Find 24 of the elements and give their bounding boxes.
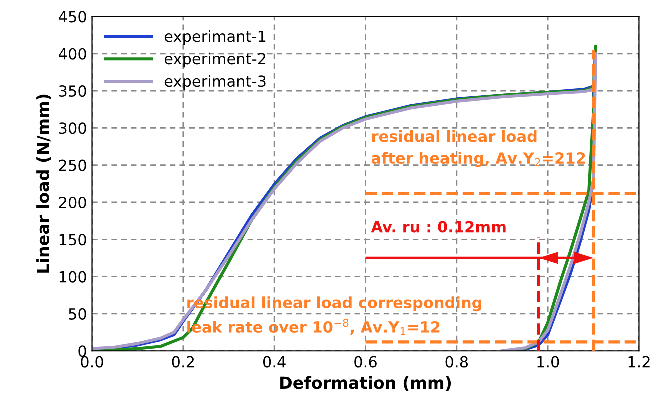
y-tick-label: 50: [69, 308, 86, 320]
x-tick-label: 1.0: [538, 356, 560, 368]
y-tick-label: 400: [58, 48, 86, 60]
x-tick-label: 0.8: [446, 356, 468, 368]
annotation: residual linear load after heating, Av.Y$_{2}$=212: [372, 130, 586, 168]
y-tick-label: 0: [78, 346, 86, 358]
x-tick-label: 1.2: [628, 356, 650, 368]
x-tick-label: 0.6: [354, 356, 377, 368]
y-tick-label: 300: [59, 122, 86, 134]
x-tick-label: 0.4: [263, 356, 286, 368]
legend-label: experiment-2: [164, 52, 266, 68]
y-tick-label: 200: [59, 196, 86, 209]
y-axis-title: Linear load (N/mm): [36, 94, 52, 273]
annotation: Av. ru : 0.12mm: [371, 221, 506, 233]
y-tick-label: 150: [60, 234, 86, 246]
x-axis-title: Deformation (mm): [280, 376, 452, 392]
y-tick-label: 250: [59, 160, 86, 172]
y-tick-label: 450: [58, 11, 86, 23]
legend-label: experimant-3: [164, 75, 266, 90]
legend-label: experimant-1: [164, 30, 266, 46]
x-tick-label: 0.2: [172, 356, 194, 368]
x-tick-label: 0.0: [81, 356, 104, 368]
y-tick-label: 100: [60, 271, 86, 283]
y-tick-label: 350: [59, 85, 86, 98]
